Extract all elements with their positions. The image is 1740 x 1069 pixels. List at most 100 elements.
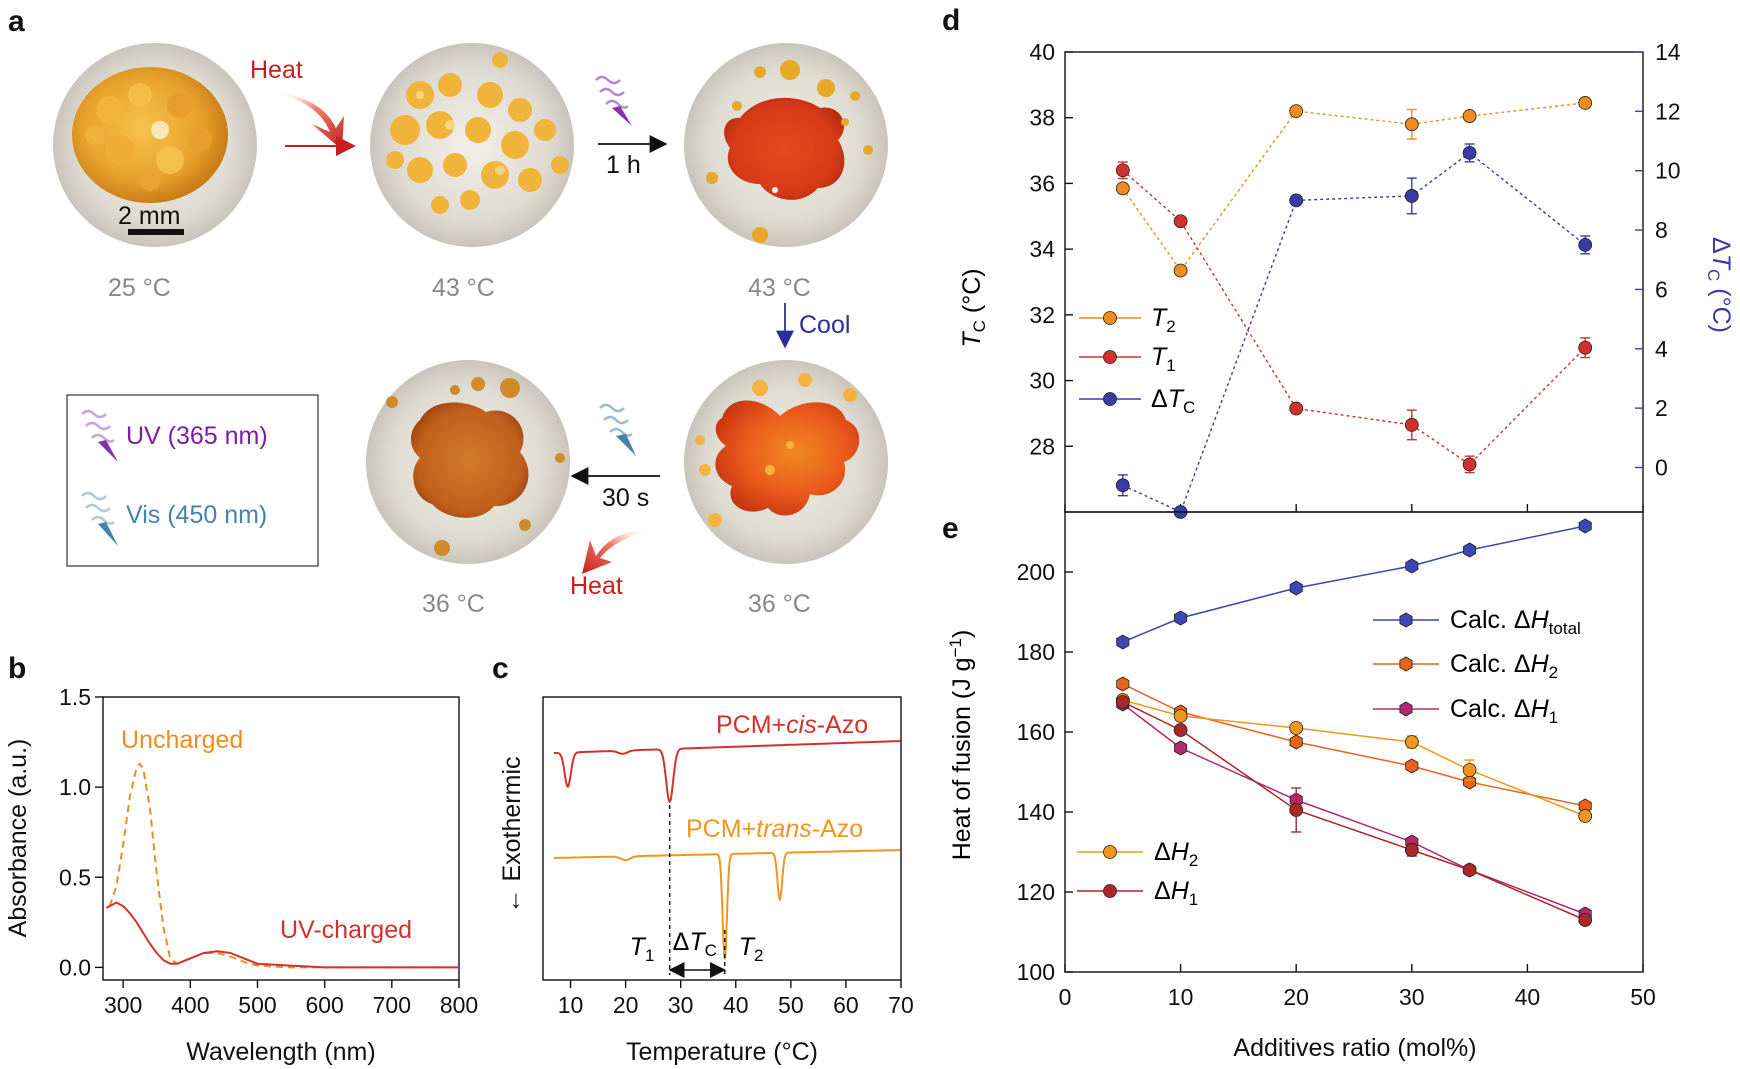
marker-h2 xyxy=(1578,809,1593,823)
marker-delta-tc xyxy=(1462,146,1477,160)
c-xtick-label: 20 xyxy=(613,992,639,1018)
series-t2 xyxy=(1115,96,1593,278)
scale-bar-label: 2 mm xyxy=(118,202,181,230)
temp-label-3: 43 °C xyxy=(748,274,811,302)
series-calc-h-total xyxy=(1116,518,1592,650)
marker-t2 xyxy=(1404,117,1419,132)
marker-h1 xyxy=(1578,913,1593,927)
panel-c-ylabel: ← Exothermic xyxy=(498,757,526,914)
dsc-trace-trans xyxy=(554,849,901,960)
panel-d-ylabel: TC (°C) xyxy=(958,268,989,347)
c-xtick-label: 30 xyxy=(668,992,694,1018)
marker-t2 xyxy=(1115,181,1130,196)
uv-legend-icon xyxy=(81,409,118,462)
legend-label-calc-h-total: Calc. ΔHtotal xyxy=(1450,606,1581,638)
marker-t1 xyxy=(1115,163,1130,178)
line-h2 xyxy=(1122,699,1586,817)
e-xtick-label: 50 xyxy=(1630,984,1656,1010)
panel-a-label: a xyxy=(8,5,25,38)
marker-delta-tc xyxy=(1578,238,1593,252)
marker-calc-h2 xyxy=(1399,656,1413,672)
photo-dish-43c-after xyxy=(684,43,888,247)
panel-c: c 10 20 30 40 50 60 70 Temperature (°C) ← Exot… xyxy=(492,652,914,1066)
series-delta-tc xyxy=(1115,143,1593,519)
series-t1 xyxy=(1115,161,1593,474)
marker-h2 xyxy=(1173,709,1188,723)
legend-label-t2: T2 xyxy=(1151,304,1176,336)
annotation-cis: PCM+cis-Azo xyxy=(716,711,868,739)
time-label-30s: 30 s xyxy=(602,484,649,512)
b-ytick-label: 0.5 xyxy=(59,864,91,890)
e-xtick-label: 10 xyxy=(1168,984,1194,1010)
marker-calc-h-total xyxy=(1463,542,1477,558)
legend-label-t1: T1 xyxy=(1151,343,1176,375)
marker-t1 xyxy=(1462,457,1477,472)
marker-calc-h2 xyxy=(1116,676,1130,692)
label-delta-tc: ΔTC xyxy=(673,928,717,960)
svg-text:e: e xyxy=(942,512,959,545)
temp-label-2: 43 °C xyxy=(432,274,495,302)
d-y2tick-label: 10 xyxy=(1655,158,1681,184)
photo-dish-43c-before xyxy=(370,43,574,247)
annotation-uv-charged: UV-charged xyxy=(280,916,412,944)
legend-marker-t1 xyxy=(1103,350,1117,364)
svg-text:d: d xyxy=(942,4,960,37)
b-xtick-label: 800 xyxy=(440,992,478,1018)
marker-h2 xyxy=(1289,721,1304,735)
marker-h1 xyxy=(1115,695,1130,709)
e-ytick-label: 100 xyxy=(1017,959,1055,985)
legend-label-delta-tc: ΔTC xyxy=(1151,385,1195,417)
d-y2tick-label: 8 xyxy=(1655,217,1668,243)
line-h1 xyxy=(1122,701,1586,921)
b-xtick-label: 300 xyxy=(104,992,142,1018)
b-ytick-label: 1.5 xyxy=(59,684,91,710)
panel-d-legend: T2 T1 ΔTC xyxy=(1079,304,1195,417)
marker-t2 xyxy=(1173,263,1188,278)
d-y2tick-label: 6 xyxy=(1655,276,1668,302)
panel-e-ylabel: Heat of fusion (J g−1) xyxy=(946,630,976,861)
marker-calc-h-total xyxy=(1399,612,1413,628)
d-ytick-label: 30 xyxy=(1029,368,1055,394)
d-ytick-label: 40 xyxy=(1029,39,1055,65)
heat-arrow-bottom: Heat xyxy=(570,530,650,600)
marker-h1 xyxy=(1462,863,1477,877)
b-xtick-label: 700 xyxy=(373,992,411,1018)
e-ytick-label: 140 xyxy=(1017,799,1055,825)
c-xtick-label: 50 xyxy=(778,992,804,1018)
panel-d: d 28 30 32 34 36 38 40 0 2 4 6 8 10 12 14 TC (°C) ΔTC … xyxy=(942,4,1735,519)
marker-t1 xyxy=(1289,401,1304,416)
heat-label-bottom: Heat xyxy=(570,572,623,600)
vis-wave-icon-bottom xyxy=(599,403,636,456)
line-t1 xyxy=(1122,169,1586,466)
panel-e-legend: Calc. ΔHtotal Calc. ΔH2 Calc. ΔH1 ΔH2 ΔH1 xyxy=(1077,606,1581,909)
b-xtick-label: 600 xyxy=(305,992,343,1018)
panel-e-axes xyxy=(1064,511,1644,973)
scale-bar xyxy=(128,229,184,235)
marker-calc-h-total xyxy=(1116,634,1130,650)
heat-arrow-top: Heat xyxy=(250,56,356,156)
time-label-1h: 1 h xyxy=(606,151,641,179)
legend-label-h1: ΔH1 xyxy=(1154,877,1198,909)
c-xtick-label: 60 xyxy=(833,992,859,1018)
c-xtick-label: 70 xyxy=(888,992,914,1018)
e-xtick-label: 0 xyxy=(1059,984,1072,1010)
legend-label-calc-h2: Calc. ΔH2 xyxy=(1450,650,1558,682)
label-t1: T1 xyxy=(630,933,655,965)
temp-label-4: 36 °C xyxy=(422,590,485,618)
marker-h1 xyxy=(1289,803,1304,817)
marker-calc-h1 xyxy=(1174,740,1188,756)
dsc-trace-cis xyxy=(554,740,901,804)
c-xtick-label: 10 xyxy=(558,992,584,1018)
marker-h2 xyxy=(1404,735,1419,749)
d-ytick-label: 38 xyxy=(1029,105,1055,131)
marker-calc-h-total xyxy=(1289,580,1303,596)
b-ytick-label: 1.0 xyxy=(59,774,91,800)
legend-marker-delta-tc xyxy=(1103,392,1117,406)
marker-t1 xyxy=(1173,214,1188,229)
heat-label-top: Heat xyxy=(250,56,303,84)
legend-marker-t2 xyxy=(1103,311,1117,325)
b-xtick-label: 400 xyxy=(171,992,209,1018)
photo-dish-25c: 2 mm xyxy=(53,43,257,247)
uv-legend-label: UV (365 nm) xyxy=(126,422,268,450)
